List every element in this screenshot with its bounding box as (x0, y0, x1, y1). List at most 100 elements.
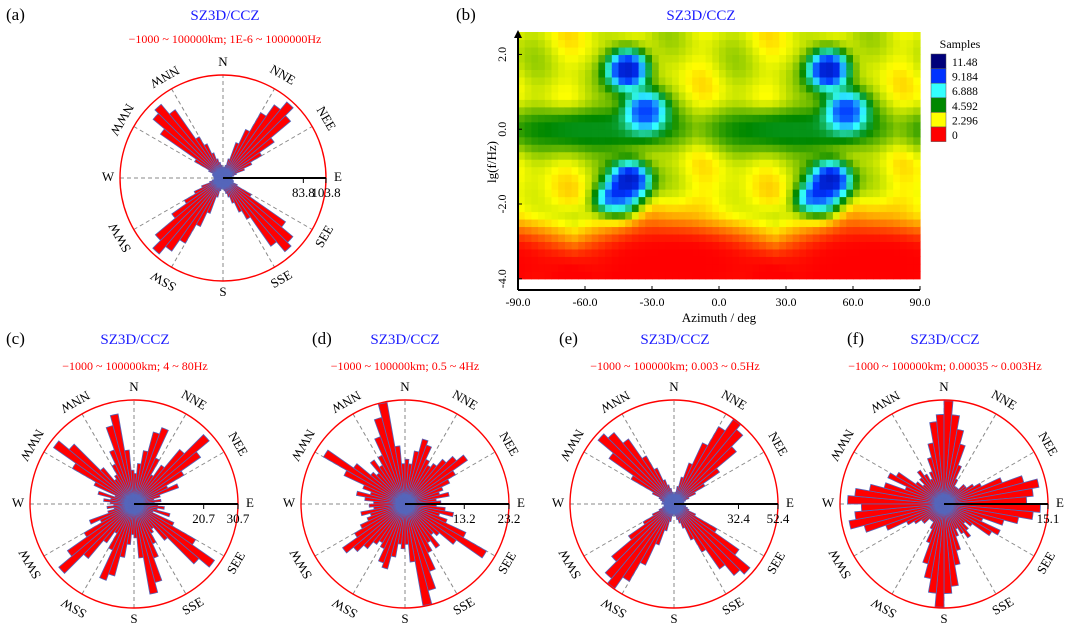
heatmap-cell (551, 76, 559, 85)
chart-subtitle: −1000 ~ 100000km; 0.003 ~ 0.5Hz (590, 359, 759, 373)
heatmap-cell (538, 159, 546, 168)
heatmap-cell (853, 76, 861, 85)
heatmap-cell (846, 166, 854, 175)
heatmap-cell (631, 61, 640, 70)
heatmap-cell (672, 189, 680, 198)
heatmap-cell (752, 218, 760, 228)
heatmap-cell (879, 114, 888, 123)
heatmap-cell (585, 159, 593, 168)
heatmap-cell (752, 54, 760, 63)
heatmap-cell (732, 226, 740, 235)
heatmap-cell (518, 196, 526, 205)
heatmap-cell (819, 129, 827, 138)
heatmap-cell (732, 99, 740, 108)
heatmap-cell (772, 196, 780, 205)
heatmap-cell (752, 151, 760, 160)
heatmap-cell (638, 196, 646, 205)
heatmap-cell (631, 218, 640, 228)
heatmap-cell (638, 39, 646, 48)
heatmap-cell (571, 218, 579, 228)
heatmap-cell (705, 189, 713, 198)
heatmap-cell (605, 226, 613, 235)
heatmap-cell (638, 129, 646, 138)
heatmap-cell (893, 46, 901, 56)
heatmap-cell (678, 271, 687, 280)
heatmap-cell (558, 32, 566, 41)
heatmap-cell (678, 159, 687, 168)
heatmap-cell (558, 226, 566, 235)
heatmap-cell (826, 114, 834, 123)
heatmap-cell (732, 76, 740, 85)
heatmap-cell (899, 46, 908, 56)
rose-petal (404, 503, 416, 563)
heatmap-cell (899, 256, 908, 265)
heatmap-cell (759, 121, 767, 130)
heatmap-cell (585, 106, 593, 115)
heatmap-cell (692, 196, 700, 205)
heatmap-cell (893, 114, 901, 123)
heatmap-cell (544, 54, 553, 63)
heatmap-cell (631, 114, 640, 123)
heatmap-cell (531, 39, 539, 48)
heatmap-cell (524, 91, 532, 100)
heatmap-cell (678, 174, 687, 183)
heatmap-cell (698, 114, 707, 123)
direction-label: SSW (58, 595, 89, 622)
heatmap-cell (806, 129, 814, 138)
rose-petal (222, 177, 278, 247)
rose-petal (673, 503, 707, 553)
heatmap-cell (765, 189, 774, 198)
heatmap-cell (538, 39, 546, 48)
heatmap-cell (866, 226, 874, 235)
heatmap-cell (879, 218, 888, 228)
heatmap-cell (564, 174, 573, 183)
heatmap-cell (672, 114, 680, 123)
heatmap-cell (819, 61, 827, 70)
heatmap-cell (678, 151, 687, 160)
heatmap-cell (591, 76, 599, 85)
heatmap-cell (859, 54, 867, 63)
heatmap-cell (886, 84, 894, 93)
heatmap-cell (739, 54, 747, 63)
heatmap-cell (866, 211, 874, 220)
heatmap-cell (765, 226, 774, 235)
heatmap-cell (698, 32, 707, 41)
heatmap-cell (866, 181, 874, 190)
heatmap-cell (551, 136, 559, 145)
heatmap-cell (618, 196, 626, 205)
direction-label: NNW (57, 388, 92, 417)
direction-label: W (12, 495, 25, 510)
heatmap-cell (725, 39, 733, 48)
heatmap-cell (859, 114, 867, 123)
heatmap-cell (698, 46, 707, 56)
heatmap-cell (745, 54, 754, 63)
heatmap-cell (873, 84, 881, 93)
heatmap-cell (879, 241, 888, 250)
heatmap-cell (806, 106, 814, 115)
heatmap-cell (544, 256, 553, 265)
heatmap-cell (578, 69, 586, 78)
heatmap-cell (665, 69, 673, 78)
rose-petal (222, 137, 275, 179)
heatmap-cell (678, 241, 687, 250)
heatmap-cell (618, 84, 626, 93)
heatmap-cell (645, 241, 653, 250)
heatmap-cell (819, 196, 827, 205)
direction-label: N (218, 54, 228, 69)
heatmap-cell (792, 129, 800, 138)
heatmap-cell (531, 61, 539, 70)
heatmap-cell (518, 69, 526, 78)
heatmap-cell (645, 106, 653, 115)
direction-label: NEE (766, 429, 792, 458)
heatmap-cell (558, 99, 566, 108)
heatmap-cell (705, 256, 713, 265)
heatmap-cell (585, 136, 593, 145)
heatmap-cell (899, 136, 908, 145)
heatmap-cell (605, 76, 613, 85)
heatmap-cell (652, 166, 660, 175)
heatmap-cell (853, 271, 861, 280)
heatmap-cell (779, 76, 787, 85)
heatmap-cell (698, 151, 707, 160)
radial-tick-label: 13.2 (453, 511, 476, 526)
heatmap-cell (598, 174, 606, 183)
